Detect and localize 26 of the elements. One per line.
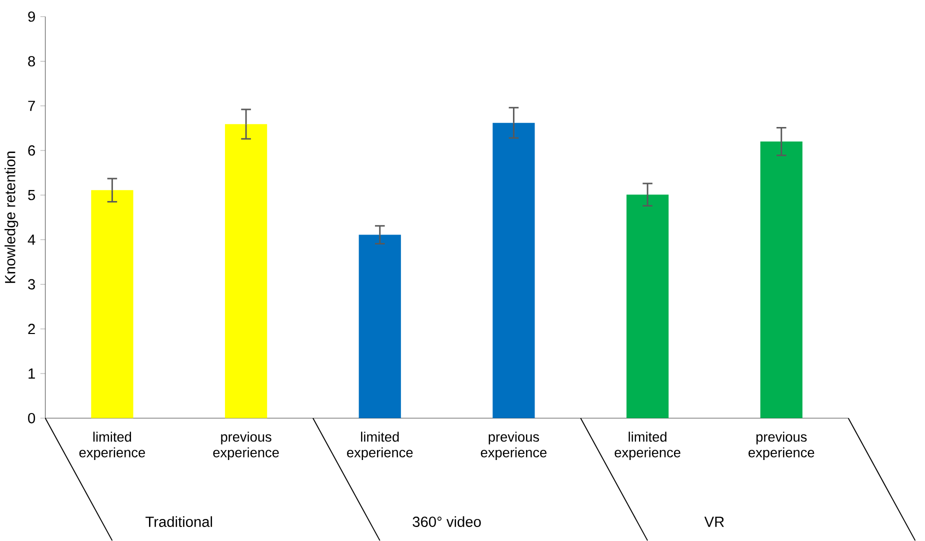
y-tick-label: 6 — [28, 145, 35, 156]
y-tick-label: 2 — [28, 324, 35, 334]
y-tick-label: 4 — [28, 234, 36, 245]
x-tick-label: limited experience — [347, 432, 413, 460]
text: 360° video — [412, 516, 481, 527]
bar — [224, 124, 268, 418]
y-tick-label: 7 — [28, 100, 35, 111]
bar — [492, 122, 535, 418]
y-axis-title: Knowledge retention — [4, 152, 18, 283]
y-tick-label: 0 — [28, 412, 36, 424]
x-tick-label: previous experience — [748, 432, 814, 460]
y-tick-label: 5 — [28, 190, 36, 200]
text: Traditional — [146, 516, 212, 527]
x-tick-label: previous experience — [213, 432, 279, 460]
y-tick-label: 1 — [28, 368, 35, 379]
bar — [760, 142, 802, 418]
x-tick-label: limited experience — [614, 432, 680, 460]
x-tick-label: limited experience — [79, 432, 145, 460]
text: VR — [704, 516, 724, 527]
y-tick-label: 9 — [28, 11, 35, 22]
y-tick-label: 8 — [28, 56, 35, 66]
bar — [358, 234, 401, 418]
y-tick-label: 3 — [28, 279, 35, 290]
x-tick-label: previous experience — [480, 432, 546, 460]
bar — [91, 190, 134, 418]
bar — [626, 194, 669, 418]
